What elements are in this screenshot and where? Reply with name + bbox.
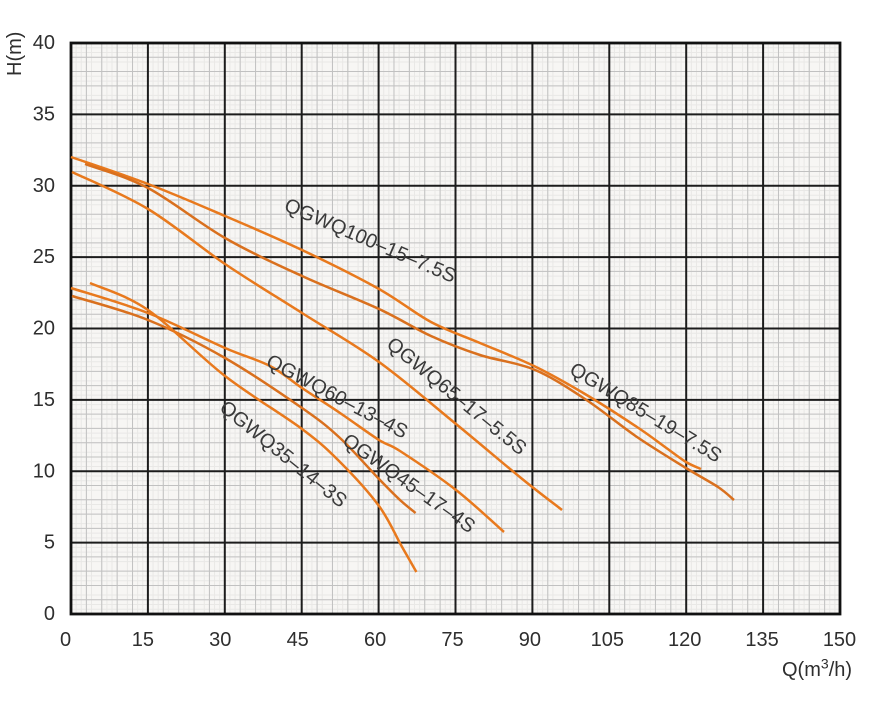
svg-text:25: 25: [33, 246, 55, 268]
svg-text:90: 90: [519, 629, 541, 651]
svg-text:5: 5: [44, 532, 55, 554]
svg-text:105: 105: [591, 629, 624, 651]
svg-text:40: 40: [33, 32, 55, 54]
svg-text:20: 20: [33, 318, 55, 340]
svg-text:60: 60: [364, 629, 386, 651]
svg-text:75: 75: [441, 629, 463, 651]
svg-text:0: 0: [60, 629, 71, 651]
svg-text:0: 0: [44, 603, 55, 625]
svg-text:35: 35: [33, 103, 55, 125]
svg-text:10: 10: [33, 460, 55, 482]
svg-text:150: 150: [823, 629, 856, 651]
svg-text:15: 15: [33, 389, 55, 411]
svg-text:Q(m3/h): Q(m3/h): [782, 656, 852, 682]
svg-text:45: 45: [287, 629, 309, 651]
svg-text:15: 15: [132, 629, 154, 651]
svg-text:135: 135: [745, 629, 778, 651]
svg-text:30: 30: [209, 629, 231, 651]
svg-text:H(m): H(m): [4, 32, 26, 76]
svg-text:120: 120: [668, 629, 701, 651]
svg-text:30: 30: [33, 175, 55, 197]
